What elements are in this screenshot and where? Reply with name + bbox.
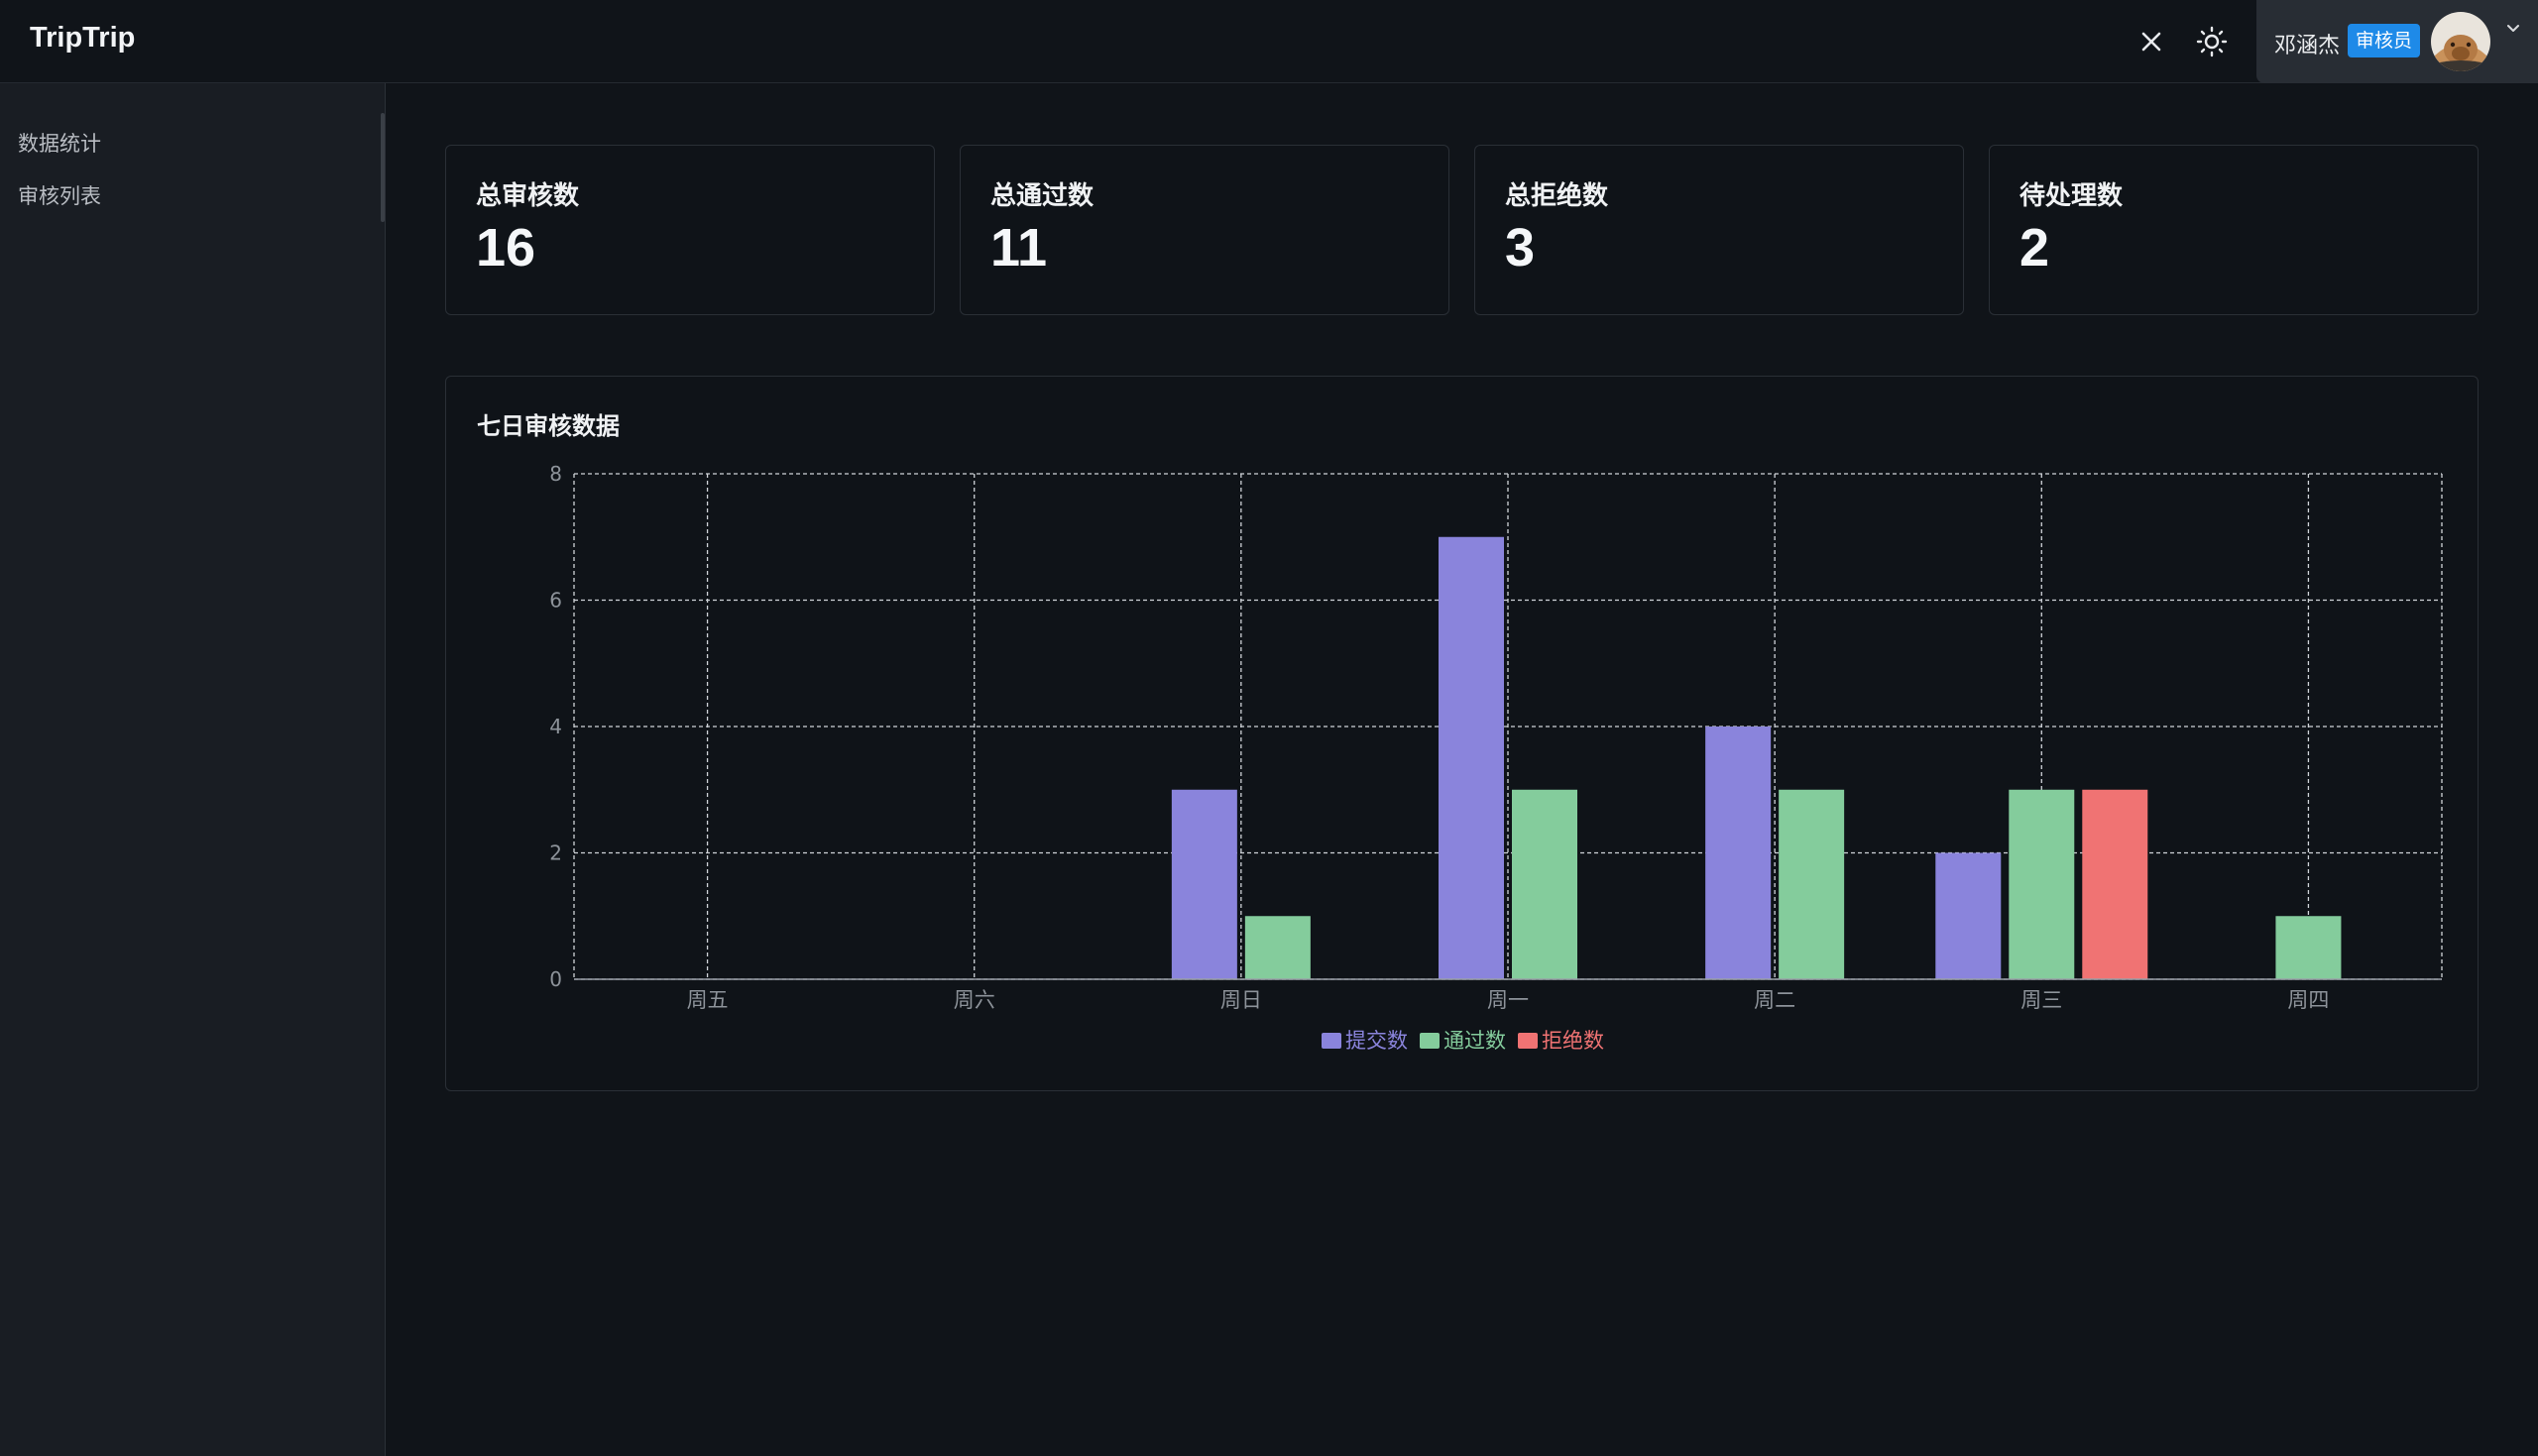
y-tick-label: 8	[549, 462, 562, 486]
bar-rejected-6	[2082, 789, 2148, 979]
stat-card-total-approved: 总通过数 11	[960, 145, 1449, 315]
stat-title: 待处理数	[2019, 181, 2124, 211]
bar-approved-7	[2275, 916, 2342, 979]
user-name: 邓涵杰	[2274, 34, 2341, 58]
y-tick-label: 0	[549, 967, 562, 991]
sidebar-scrollbar[interactable]	[381, 113, 385, 222]
user-menu[interactable]: 邓涵杰 审核员	[2256, 0, 2538, 83]
legend-swatch	[1420, 1033, 1440, 1049]
legend-label: 提交数	[1345, 1029, 1408, 1053]
top-header: TripTrip 邓涵杰 审核员	[0, 0, 2538, 83]
legend-item-rejected[interactable]: 拒绝数	[1518, 1025, 1604, 1055]
x-tick-label: 周三	[2020, 988, 2062, 1012]
sidebar: 数据统计 审核列表	[0, 83, 386, 1456]
bar-submitted-5	[1705, 727, 1772, 979]
y-tick-label: 4	[549, 715, 562, 738]
x-tick-label: 周六	[954, 988, 995, 1012]
sidebar-item-review-list[interactable]: 审核列表	[18, 184, 101, 208]
legend-swatch	[1518, 1033, 1538, 1049]
stat-value: 2	[2019, 218, 2050, 278]
bar-submitted-6	[1935, 852, 2002, 979]
bar-approved-5	[1779, 789, 1845, 979]
x-tick-label: 周二	[1754, 988, 1795, 1012]
stat-value: 11	[990, 218, 1048, 278]
bar-approved-3	[1244, 916, 1311, 979]
legend-swatch	[1322, 1033, 1341, 1049]
stat-card-pending: 待处理数 2	[1989, 145, 2479, 315]
stat-card-total-reviews: 总审核数 16	[445, 145, 935, 315]
stat-title: 总拒绝数	[1505, 181, 1609, 211]
stat-title: 总通过数	[990, 181, 1095, 211]
legend-label: 通过数	[1443, 1029, 1506, 1053]
legend-item-submitted[interactable]: 提交数	[1322, 1025, 1408, 1055]
bar-chart: 0 2 4 6 8 周五 周六 周日 周一 周二 周三 周四	[549, 462, 2443, 1012]
legend-item-approved[interactable]: 通过数	[1420, 1025, 1506, 1055]
brand-logo[interactable]: TripTrip	[30, 22, 136, 54]
stat-title: 总审核数	[476, 181, 580, 211]
chevron-down-icon[interactable]	[2504, 20, 2522, 38]
bar-submitted-3	[1171, 789, 1237, 979]
role-badge: 审核员	[2348, 24, 2421, 57]
stat-card-total-rejected: 总拒绝数 3	[1474, 145, 1964, 315]
bar-approved-4	[1512, 789, 1577, 979]
stat-value: 16	[476, 218, 536, 278]
x-tick-label: 周四	[2287, 988, 2329, 1012]
bar-submitted-4	[1439, 536, 1504, 979]
y-tick-label: 6	[549, 589, 562, 613]
x-tick-label: 周日	[1220, 988, 1262, 1012]
chart-legend: 提交数 通过数 拒绝数	[446, 1025, 2480, 1055]
y-tick-label: 2	[549, 841, 562, 865]
legend-label: 拒绝数	[1542, 1029, 1604, 1053]
chart-title: 七日审核数据	[477, 412, 620, 440]
sun-icon[interactable]	[2194, 24, 2230, 59]
sidebar-item-statistics[interactable]: 数据统计	[18, 132, 101, 156]
avatar[interactable]	[2431, 12, 2490, 71]
x-tick-label: 周一	[1487, 988, 1529, 1012]
x-tick-label: 周五	[687, 988, 729, 1012]
seven-day-chart-card: 七日审核数据 0 2 4 6 8 周五 周六 周日 周一 周二 周三 周四 提交数 通过数 拒绝数	[445, 376, 2479, 1091]
stat-value: 3	[1505, 218, 1536, 278]
close-icon[interactable]	[2134, 24, 2169, 59]
bar-approved-6	[2009, 789, 2075, 979]
